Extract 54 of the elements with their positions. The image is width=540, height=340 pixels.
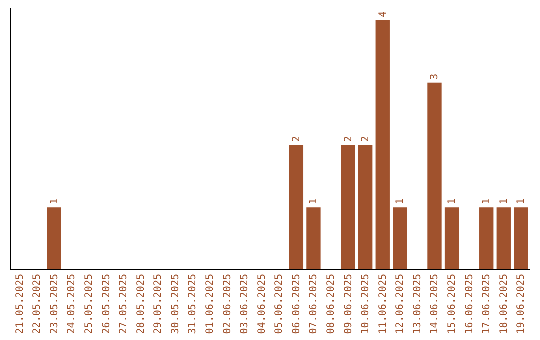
x-tick-label: 27.05.2025 bbox=[118, 274, 130, 334]
x-tick-label: 25.05.2025 bbox=[84, 274, 95, 334]
x-tick-label: 26.05.2025 bbox=[101, 274, 112, 334]
x-tick-label: 16.06.2025 bbox=[464, 274, 476, 334]
x-tick-label: 28.05.2025 bbox=[136, 274, 147, 334]
x-tick-label: 23.05.2025 bbox=[49, 274, 60, 334]
data-label: 1 bbox=[498, 198, 510, 205]
x-tick-label: 03.06.2025 bbox=[240, 274, 251, 334]
bar bbox=[428, 82, 442, 270]
x-tick-label: 02.06.2025 bbox=[222, 274, 234, 334]
data-label: 2 bbox=[360, 136, 372, 142]
x-tick-label: 19.06.2025 bbox=[516, 274, 528, 334]
data-label: 1 bbox=[49, 198, 60, 205]
bar bbox=[496, 208, 511, 270]
x-tick-label: 17.06.2025 bbox=[482, 274, 493, 334]
x-tick-label: 29.05.2025 bbox=[153, 274, 164, 334]
bar bbox=[393, 208, 408, 270]
x-tick-label: 10.06.2025 bbox=[360, 274, 372, 334]
x-tick-label: 13.06.2025 bbox=[412, 274, 424, 334]
x-tick-label: 05.06.2025 bbox=[274, 274, 286, 334]
x-tick-label: 18.06.2025 bbox=[498, 274, 510, 334]
bar bbox=[47, 208, 62, 270]
x-tick-label: 07.06.2025 bbox=[308, 274, 320, 334]
x-tick-label: 01.06.2025 bbox=[204, 274, 216, 334]
x-tick-label: 31.05.2025 bbox=[188, 274, 199, 334]
x-tick-label: 09.06.2025 bbox=[343, 274, 354, 334]
bar bbox=[358, 145, 373, 270]
bar bbox=[514, 208, 528, 270]
x-tick-label: 11.06.2025 bbox=[378, 274, 389, 334]
x-tick-label: 12.06.2025 bbox=[395, 274, 406, 334]
x-tick-label: 15.06.2025 bbox=[447, 274, 458, 334]
x-tick-label: 24.05.2025 bbox=[66, 274, 78, 334]
data-label: 1 bbox=[447, 198, 458, 205]
bar bbox=[444, 208, 460, 270]
bar bbox=[341, 145, 356, 270]
x-tick-label: 22.05.2025 bbox=[32, 274, 44, 334]
data-label: 2 bbox=[291, 136, 302, 142]
x-tick-label: 30.05.2025 bbox=[170, 274, 182, 334]
bar bbox=[480, 208, 494, 270]
x-tick-label: 08.06.2025 bbox=[326, 274, 338, 334]
data-label: 1 bbox=[482, 198, 493, 205]
data-label: 1 bbox=[516, 198, 528, 205]
data-label: 3 bbox=[430, 74, 441, 80]
data-label: 1 bbox=[395, 198, 406, 205]
data-label: 2 bbox=[343, 136, 354, 142]
bar bbox=[376, 20, 390, 270]
x-tick-label: 14.06.2025 bbox=[430, 274, 441, 334]
bar bbox=[306, 208, 321, 270]
data-label: 1 bbox=[308, 198, 320, 205]
bar bbox=[289, 145, 304, 270]
data-label: 4 bbox=[378, 11, 389, 18]
x-tick-label: 21.05.2025 bbox=[14, 274, 26, 334]
x-tick-label: 04.06.2025 bbox=[256, 274, 268, 334]
x-tick-label: 06.06.2025 bbox=[291, 274, 302, 334]
